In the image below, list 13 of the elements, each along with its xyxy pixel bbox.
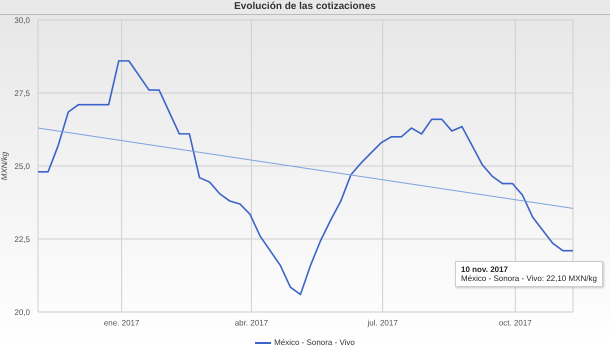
chart-title: Evolución de las cotizaciones — [0, 0, 610, 15]
x-tick-label: abr. 2017 — [234, 318, 269, 328]
y-tick-label: 27,5 — [14, 88, 31, 98]
y-tick-label: 30,0 — [14, 16, 31, 25]
y-axis-title: MXN/kg — [0, 151, 9, 180]
legend-label: México - Sonora - Vivo — [274, 338, 355, 347]
x-tick-label: oct. 2017 — [498, 318, 532, 328]
y-tick-label: 22,5 — [14, 234, 31, 244]
annotation: 10 nov. 2017 México - Sonora - Vivo: 22,10 MXN/kg — [461, 264, 597, 283]
x-tick-label: jul. 2017 — [366, 318, 398, 328]
y-tick-label: 20,0 — [14, 308, 31, 317]
x-tick-label: ene. 2017 — [104, 318, 140, 328]
y-tick-label: 25,0 — [14, 162, 31, 171]
